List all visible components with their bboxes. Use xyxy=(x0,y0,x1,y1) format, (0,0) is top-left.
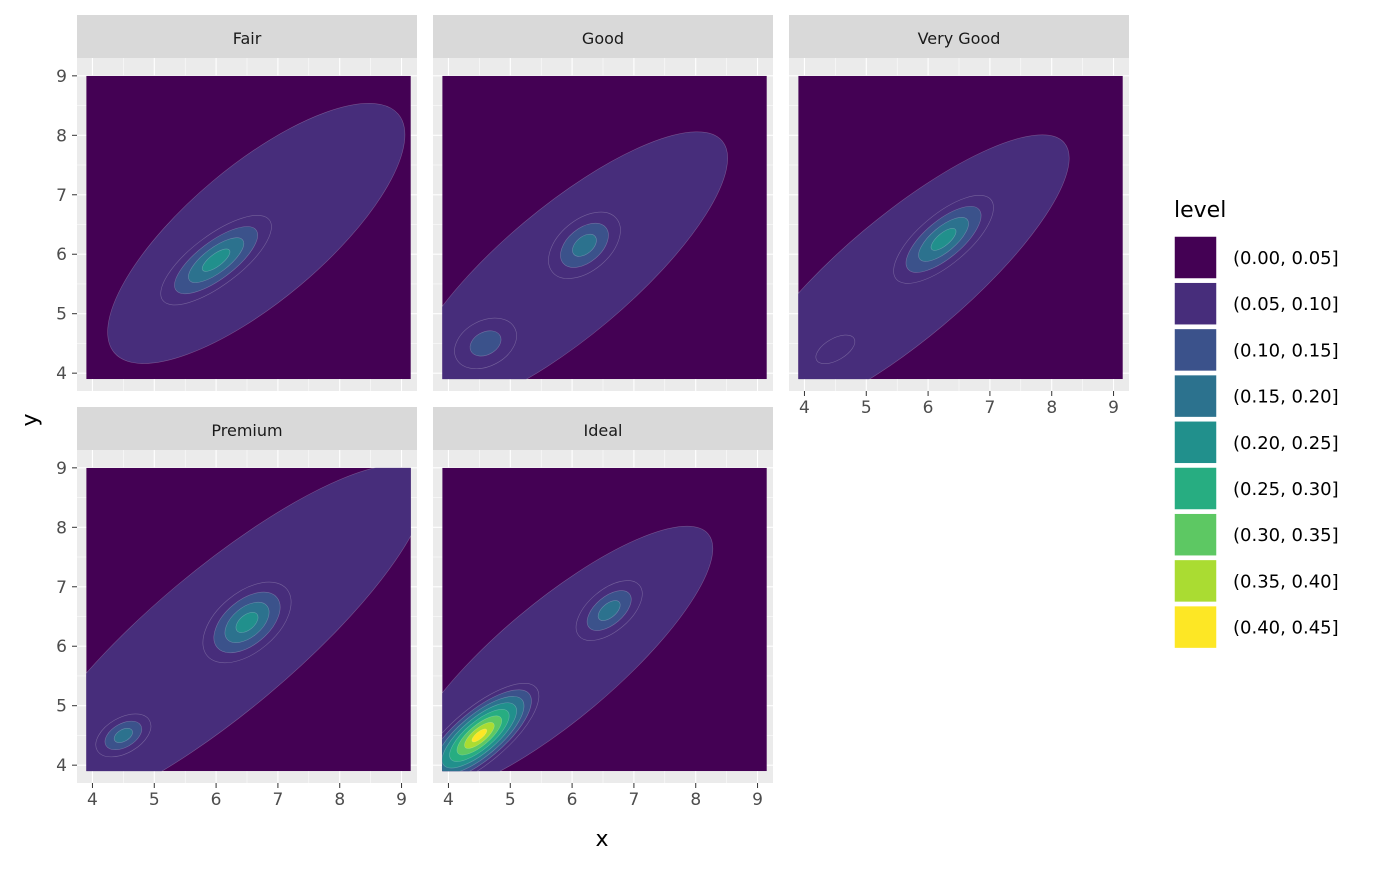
legend-title: level xyxy=(1174,198,1226,223)
y-tick-label: 4 xyxy=(56,756,67,776)
facet-panel: Ideal 4 5 6 7 8 9 xyxy=(433,407,773,810)
x-tick-label: 5 xyxy=(505,790,516,810)
y-tick-label: 5 xyxy=(56,697,67,717)
density-band-level-9 xyxy=(471,728,488,743)
x-tick-label: 6 xyxy=(567,790,578,810)
facet-strip xyxy=(433,15,773,58)
facet-strip xyxy=(789,15,1129,58)
legend-label: (0.35, 0.40] xyxy=(1233,571,1339,592)
facet-strip-label: Good xyxy=(582,29,624,48)
x-tick-label: 7 xyxy=(984,398,995,418)
x-tick-label: 6 xyxy=(211,790,222,810)
legend-key xyxy=(1173,512,1218,557)
legend-label: (0.15, 0.20] xyxy=(1233,387,1339,408)
legend-key xyxy=(1173,466,1218,511)
legend-key xyxy=(1173,420,1218,465)
plot-area: Fair 4 5 6 7 8 9 Good Very Good 4 5 6 7 8 9 Premium 4 5 6 7… xyxy=(56,15,1129,810)
density-band-level-2 xyxy=(815,334,856,364)
density-band-level-3 xyxy=(469,330,502,357)
legend-label: (0.10, 0.15] xyxy=(1233,340,1339,361)
x-tick-label: 9 xyxy=(1108,398,1119,418)
legend-key xyxy=(1173,327,1218,373)
legend-label: (0.05, 0.10] xyxy=(1233,294,1339,315)
x-tick-label: 7 xyxy=(272,790,283,810)
x-tick-label: 4 xyxy=(87,790,98,810)
facet-strip xyxy=(433,407,773,450)
legend-key xyxy=(1173,235,1218,280)
y-tick-label: 9 xyxy=(56,67,67,87)
y-tick-label: 8 xyxy=(56,126,67,146)
x-tick-label: 9 xyxy=(752,790,763,810)
density-bands xyxy=(442,467,767,772)
density-band-level-4 xyxy=(572,233,597,257)
facet-strip-label: Premium xyxy=(211,421,282,440)
facet-strip xyxy=(77,15,417,58)
x-tick-label: 8 xyxy=(1046,398,1057,418)
facet-panel: Premium 4 5 6 7 8 9 4 5 6 7 8 9 xyxy=(56,407,417,810)
legend-key xyxy=(1173,558,1218,604)
y-tick-label: 4 xyxy=(56,364,67,384)
density-bands xyxy=(86,467,411,772)
facet-strip xyxy=(77,407,417,450)
facet-panel: Good xyxy=(433,15,773,391)
x-tick-label: 4 xyxy=(443,790,454,810)
x-tick-label: 6 xyxy=(923,398,934,418)
x-tick-label: 9 xyxy=(396,790,407,810)
legend: level (0.00, 0.05] (0.05, 0.10] (0.10, 0.15… xyxy=(1173,198,1339,650)
density-bands xyxy=(86,75,411,380)
density-band-level-4 xyxy=(597,600,621,621)
legend-key xyxy=(1173,604,1218,650)
x-tick-label: 5 xyxy=(149,790,160,810)
y-tick-label: 7 xyxy=(56,578,67,598)
x-tick-label: 7 xyxy=(628,790,639,810)
facet-panel: Very Good 4 5 6 7 8 9 xyxy=(789,15,1129,418)
legend-key xyxy=(1173,373,1218,419)
x-tick-label: 8 xyxy=(334,790,345,810)
facet-strip-label: Fair xyxy=(233,29,262,48)
density-band-level-4 xyxy=(113,727,133,743)
legend-key xyxy=(1173,281,1218,326)
density-band-level-5 xyxy=(201,248,231,272)
y-tick-label: 5 xyxy=(56,305,67,325)
facet-strip-label: Very Good xyxy=(918,29,1001,48)
density-band-level-5 xyxy=(235,612,259,633)
y-tick-label: 6 xyxy=(56,245,67,265)
density-bands xyxy=(442,75,767,380)
legend-label: (0.30, 0.35] xyxy=(1233,525,1339,546)
x-axis-title: x xyxy=(595,827,608,852)
y-tick-label: 7 xyxy=(56,186,67,206)
legend-label: (0.40, 0.45] xyxy=(1233,618,1339,639)
y-tick-label: 6 xyxy=(56,637,67,657)
x-tick-label: 5 xyxy=(861,398,872,418)
legend-label: (0.20, 0.25] xyxy=(1233,433,1339,454)
density-band-level-5 xyxy=(930,228,957,251)
density-bands xyxy=(798,75,1123,380)
y-tick-label: 9 xyxy=(56,459,67,479)
legend-label: (0.00, 0.05] xyxy=(1233,248,1339,269)
legend-label: (0.25, 0.30] xyxy=(1233,479,1339,500)
facet-panel: Fair 4 5 6 7 8 9 xyxy=(56,15,417,391)
facet-strip-label: Ideal xyxy=(584,421,623,440)
x-tick-label: 4 xyxy=(799,398,810,418)
y-tick-label: 8 xyxy=(56,518,67,538)
y-axis-title: y xyxy=(18,413,43,426)
x-tick-label: 8 xyxy=(690,790,701,810)
